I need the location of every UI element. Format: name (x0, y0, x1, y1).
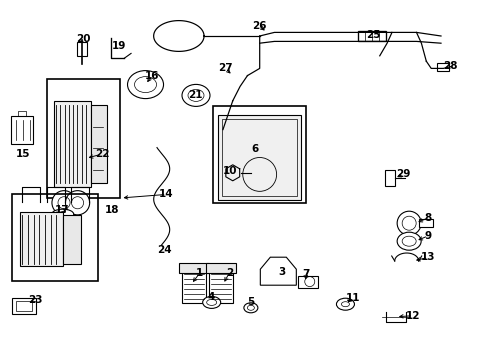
Text: 23: 23 (28, 294, 43, 305)
Text: 17: 17 (54, 204, 69, 215)
Circle shape (52, 191, 76, 215)
Text: 16: 16 (145, 71, 159, 81)
Bar (222, 120, 297, 195)
Circle shape (397, 211, 421, 235)
Bar (385, 170, 394, 186)
Text: 13: 13 (421, 252, 436, 262)
Text: 26: 26 (252, 21, 267, 31)
Bar (16, 301, 31, 311)
Bar (77, 42, 87, 56)
Text: 28: 28 (443, 60, 458, 71)
Ellipse shape (203, 296, 220, 309)
Text: 29: 29 (396, 169, 411, 179)
Text: 19: 19 (112, 41, 126, 51)
Text: 15: 15 (16, 149, 30, 159)
Bar (182, 265, 205, 303)
Text: 11: 11 (345, 293, 360, 303)
Ellipse shape (397, 232, 421, 250)
Text: 7: 7 (302, 269, 310, 279)
Text: 20: 20 (76, 34, 91, 44)
Bar (11, 116, 33, 144)
Text: 14: 14 (159, 189, 174, 199)
Text: 21: 21 (188, 90, 202, 100)
Bar (218, 115, 301, 200)
Text: 27: 27 (218, 63, 233, 73)
Polygon shape (260, 257, 296, 285)
Text: 24: 24 (157, 245, 172, 255)
Text: 6: 6 (251, 144, 258, 154)
Bar (213, 106, 306, 203)
Bar (178, 264, 209, 273)
Bar (20, 212, 63, 266)
Bar (206, 264, 237, 273)
Ellipse shape (52, 209, 74, 219)
Text: 8: 8 (425, 213, 432, 223)
Text: 12: 12 (406, 311, 420, 321)
Text: 18: 18 (104, 205, 119, 215)
Bar (12, 298, 35, 314)
Ellipse shape (182, 84, 210, 107)
Bar (358, 31, 387, 41)
Text: 22: 22 (95, 149, 109, 159)
Text: 4: 4 (208, 292, 216, 302)
Circle shape (66, 191, 90, 215)
Text: 9: 9 (425, 231, 432, 241)
Bar (91, 105, 107, 183)
Bar (210, 265, 233, 303)
Bar (47, 79, 120, 198)
Bar (63, 215, 81, 264)
Text: 5: 5 (247, 297, 254, 307)
Text: 2: 2 (226, 268, 233, 278)
Bar (298, 276, 318, 288)
Text: 3: 3 (278, 267, 285, 277)
Ellipse shape (244, 303, 258, 313)
Bar (54, 101, 91, 187)
Text: 10: 10 (223, 166, 238, 176)
Ellipse shape (337, 298, 354, 310)
Ellipse shape (127, 71, 164, 99)
Text: 25: 25 (366, 30, 381, 40)
Text: 1: 1 (196, 268, 203, 278)
Bar (419, 219, 433, 227)
Bar (438, 63, 449, 71)
Bar (12, 194, 98, 281)
